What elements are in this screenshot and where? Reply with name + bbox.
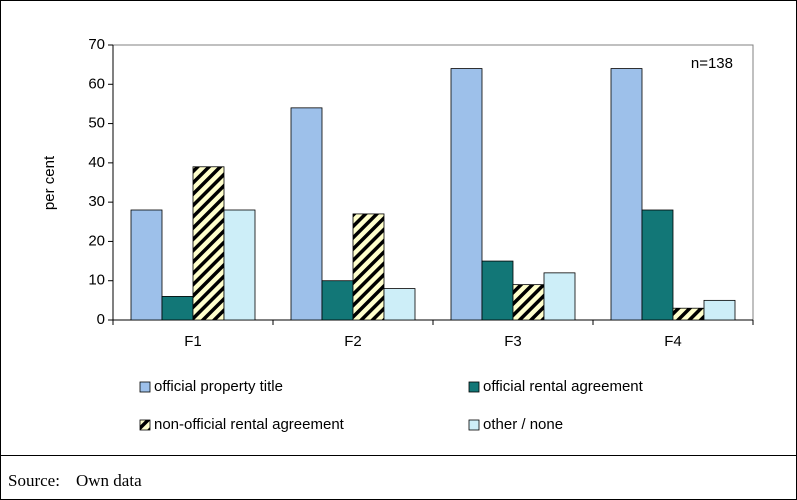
legend-swatch xyxy=(139,419,151,431)
bar xyxy=(703,299,736,321)
legend-swatch xyxy=(139,381,151,393)
bar xyxy=(223,209,256,321)
bar xyxy=(450,68,483,321)
y-axis-label: per cent xyxy=(41,155,58,210)
bar xyxy=(321,280,354,321)
legend-swatch xyxy=(468,381,480,393)
source-label: Source: xyxy=(8,471,60,490)
legend-label: official property title xyxy=(154,378,283,395)
y-tick-label: 0 xyxy=(97,311,105,328)
x-tick-label: F4 xyxy=(664,333,682,350)
y-tick-label: 20 xyxy=(88,232,105,249)
y-tick-label: 40 xyxy=(88,154,105,171)
bar xyxy=(383,288,416,321)
legend-label: non-official rental agreement xyxy=(154,416,345,433)
bar xyxy=(352,213,385,321)
bar xyxy=(610,68,643,321)
bar xyxy=(481,260,514,321)
y-tick-label: 10 xyxy=(88,272,105,289)
bar xyxy=(192,166,225,321)
annotation: n=138 xyxy=(691,55,733,72)
x-tick-label: F1 xyxy=(184,333,202,350)
y-tick-label: 60 xyxy=(88,75,105,92)
bar xyxy=(161,296,194,321)
y-tick-label: 30 xyxy=(88,193,105,210)
bar xyxy=(512,284,545,321)
y-tick-label: 70 xyxy=(88,36,105,53)
legend-label: official rental agreement xyxy=(483,378,644,395)
bar xyxy=(672,307,705,321)
bar xyxy=(543,272,576,321)
bar xyxy=(290,107,323,321)
x-tick-label: F2 xyxy=(344,333,362,350)
legend-label: other / none xyxy=(483,416,563,433)
bar xyxy=(130,209,163,321)
bar xyxy=(641,209,674,321)
source-text: Own data xyxy=(76,471,142,490)
legend-swatch xyxy=(468,419,480,431)
y-tick-label: 50 xyxy=(88,115,105,132)
x-tick-label: F3 xyxy=(504,333,522,350)
